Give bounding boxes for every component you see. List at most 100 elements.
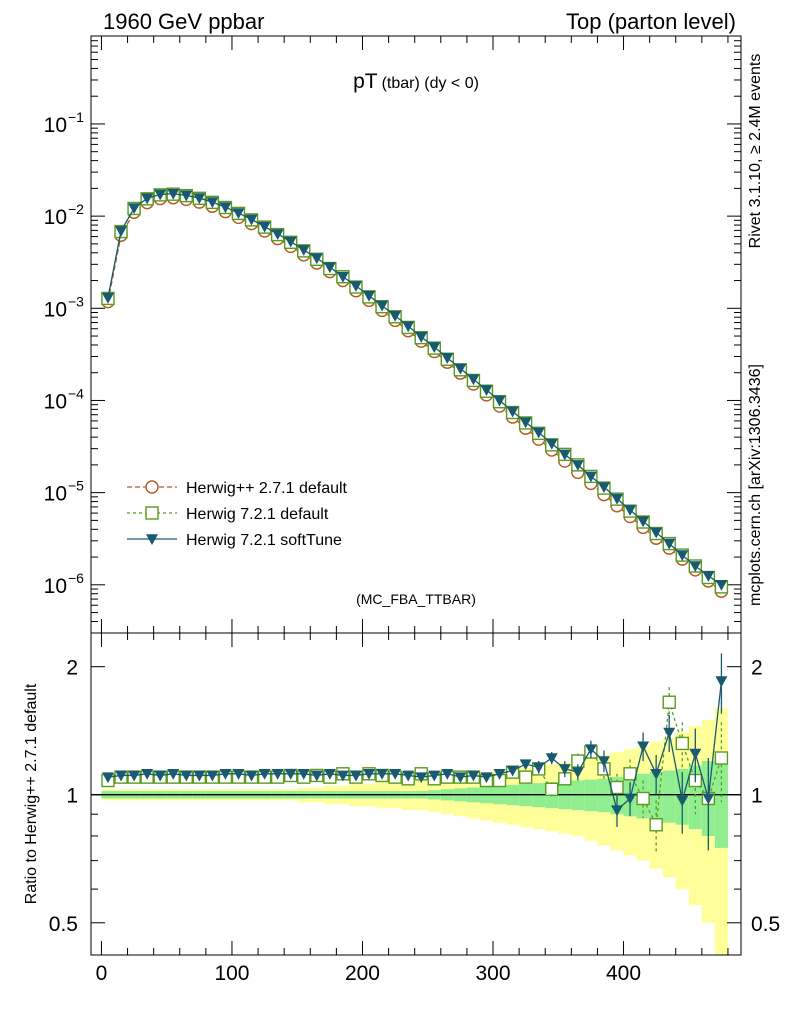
ratio-data-point [714,751,729,765]
ratio-data-point [441,768,454,780]
main-data-point [141,193,154,205]
ratio-data-point [310,770,323,782]
main-data-point [232,208,245,220]
main-data-point [532,427,545,439]
x-tick-label: 400 [606,962,641,985]
ratio-data-point [611,805,624,817]
main-data-point [689,561,702,572]
plot-title: pT (tbar) (dy < 0) [353,70,479,93]
ratio-data-point [258,768,271,780]
ratio-data-point [167,768,180,780]
ratio-data-point [584,744,597,756]
ratio-data-point [493,768,506,780]
ratio-data-point [597,756,610,768]
ratio-data-point [663,727,676,739]
main-y-tick-label: 10 [44,390,67,413]
main-data-point [128,203,141,215]
ratio-data-point [271,768,284,780]
main-data-point [297,245,310,256]
main-x-axis-ticks [100,36,729,633]
ratio-y-axis: 0.5 0.5 1 1 2 2 [49,657,780,936]
ratio-data-point [467,770,480,782]
main-y-tick-exp: −5 [68,478,84,494]
main-data-point [402,321,415,333]
x-tick-label: 100 [214,962,249,985]
main-data-point [271,229,284,240]
main-data-point [349,281,362,292]
ratio-data-point [219,768,232,780]
analysis-tag: (MC_FBA_TTBAR) [356,591,476,607]
main-data-point [650,527,663,539]
ratio-data-point [676,795,689,807]
main-y-tick-label: 10 [44,298,67,321]
ratio-x-axis: 0 100 200 300 400 [96,633,729,985]
ratio-data-point [571,767,584,779]
ratio-data-point [376,768,389,780]
main-data-point [454,363,467,375]
main-data-point [115,226,128,237]
ratio-plot: 0.5 0.5 1 1 2 2 0 100 200 300 400 Ratio to Herwig… [23,632,780,985]
ratio-data-point [297,768,310,780]
ratio-data-point [193,770,206,782]
main-data-point [219,202,232,214]
ratio-y-tick-label-right: 0.5 [751,913,780,936]
ratio-data-point [141,768,154,780]
main-data-point [284,236,297,248]
ratio-data-point [180,770,193,782]
ratio-data-point [519,759,532,771]
main-data-point [336,271,349,283]
x-tick-label: 0 [96,962,108,985]
ratio-data-point [637,741,650,753]
main-y-tick-exp: −3 [68,293,84,309]
x-tick-label: 300 [475,962,510,985]
ratio-data-point [636,791,650,806]
header-process: Top (parton level) [566,9,736,34]
ratio-data-point [662,695,676,709]
main-series-group [101,187,729,599]
main-data-point [389,310,402,322]
plot-title-sub: (tbar) (dy < 0) [382,75,479,92]
ratio-data-point [336,770,349,782]
ratio-data-point [702,793,715,805]
legend-marker [145,506,159,520]
ratio-data-point [206,770,219,782]
main-data-point [624,505,637,516]
header-energy: 1960 GeV ppbar [103,9,264,34]
ratio-data-point [349,770,362,782]
main-data-point [558,449,571,461]
ratio-y-tick-label: 0.5 [49,913,78,936]
ratio-data-point [245,770,258,782]
main-data-point [206,197,219,209]
ratio-data-point [649,818,663,832]
ratio-data-point [323,768,336,780]
ratio-data-point [624,793,637,805]
main-data-point [167,188,180,200]
main-series-line [107,193,722,588]
legend-marker [145,480,159,494]
ratio-data-point [623,767,637,781]
main-data-point [519,417,532,429]
main-y-tick-label: 10 [44,575,67,598]
main-data-point [597,482,610,494]
ratio-data-point [284,768,297,780]
main-data-point [637,516,650,528]
ratio-data-point [610,780,624,795]
ratio-data-point [232,768,245,780]
main-series [101,188,728,591]
legend-marker [146,534,158,545]
ratio-data-point [545,782,559,796]
ratio-data-point [402,770,415,782]
ratio-data-point [518,770,533,784]
main-data-point [467,374,480,386]
main-data-point [676,550,689,562]
x-tick-label: 200 [345,962,380,985]
ratio-y-tick-label-right: 1 [751,785,763,808]
main-y-tick-exp: −1 [68,109,84,125]
ratio-data-point [115,770,128,782]
main-data-point [376,300,389,312]
legend-label: Herwig++ 2.7.1 default [186,480,348,497]
ratio-data-point [101,772,114,784]
main-data-point [101,292,114,304]
main-data-point [180,190,193,202]
